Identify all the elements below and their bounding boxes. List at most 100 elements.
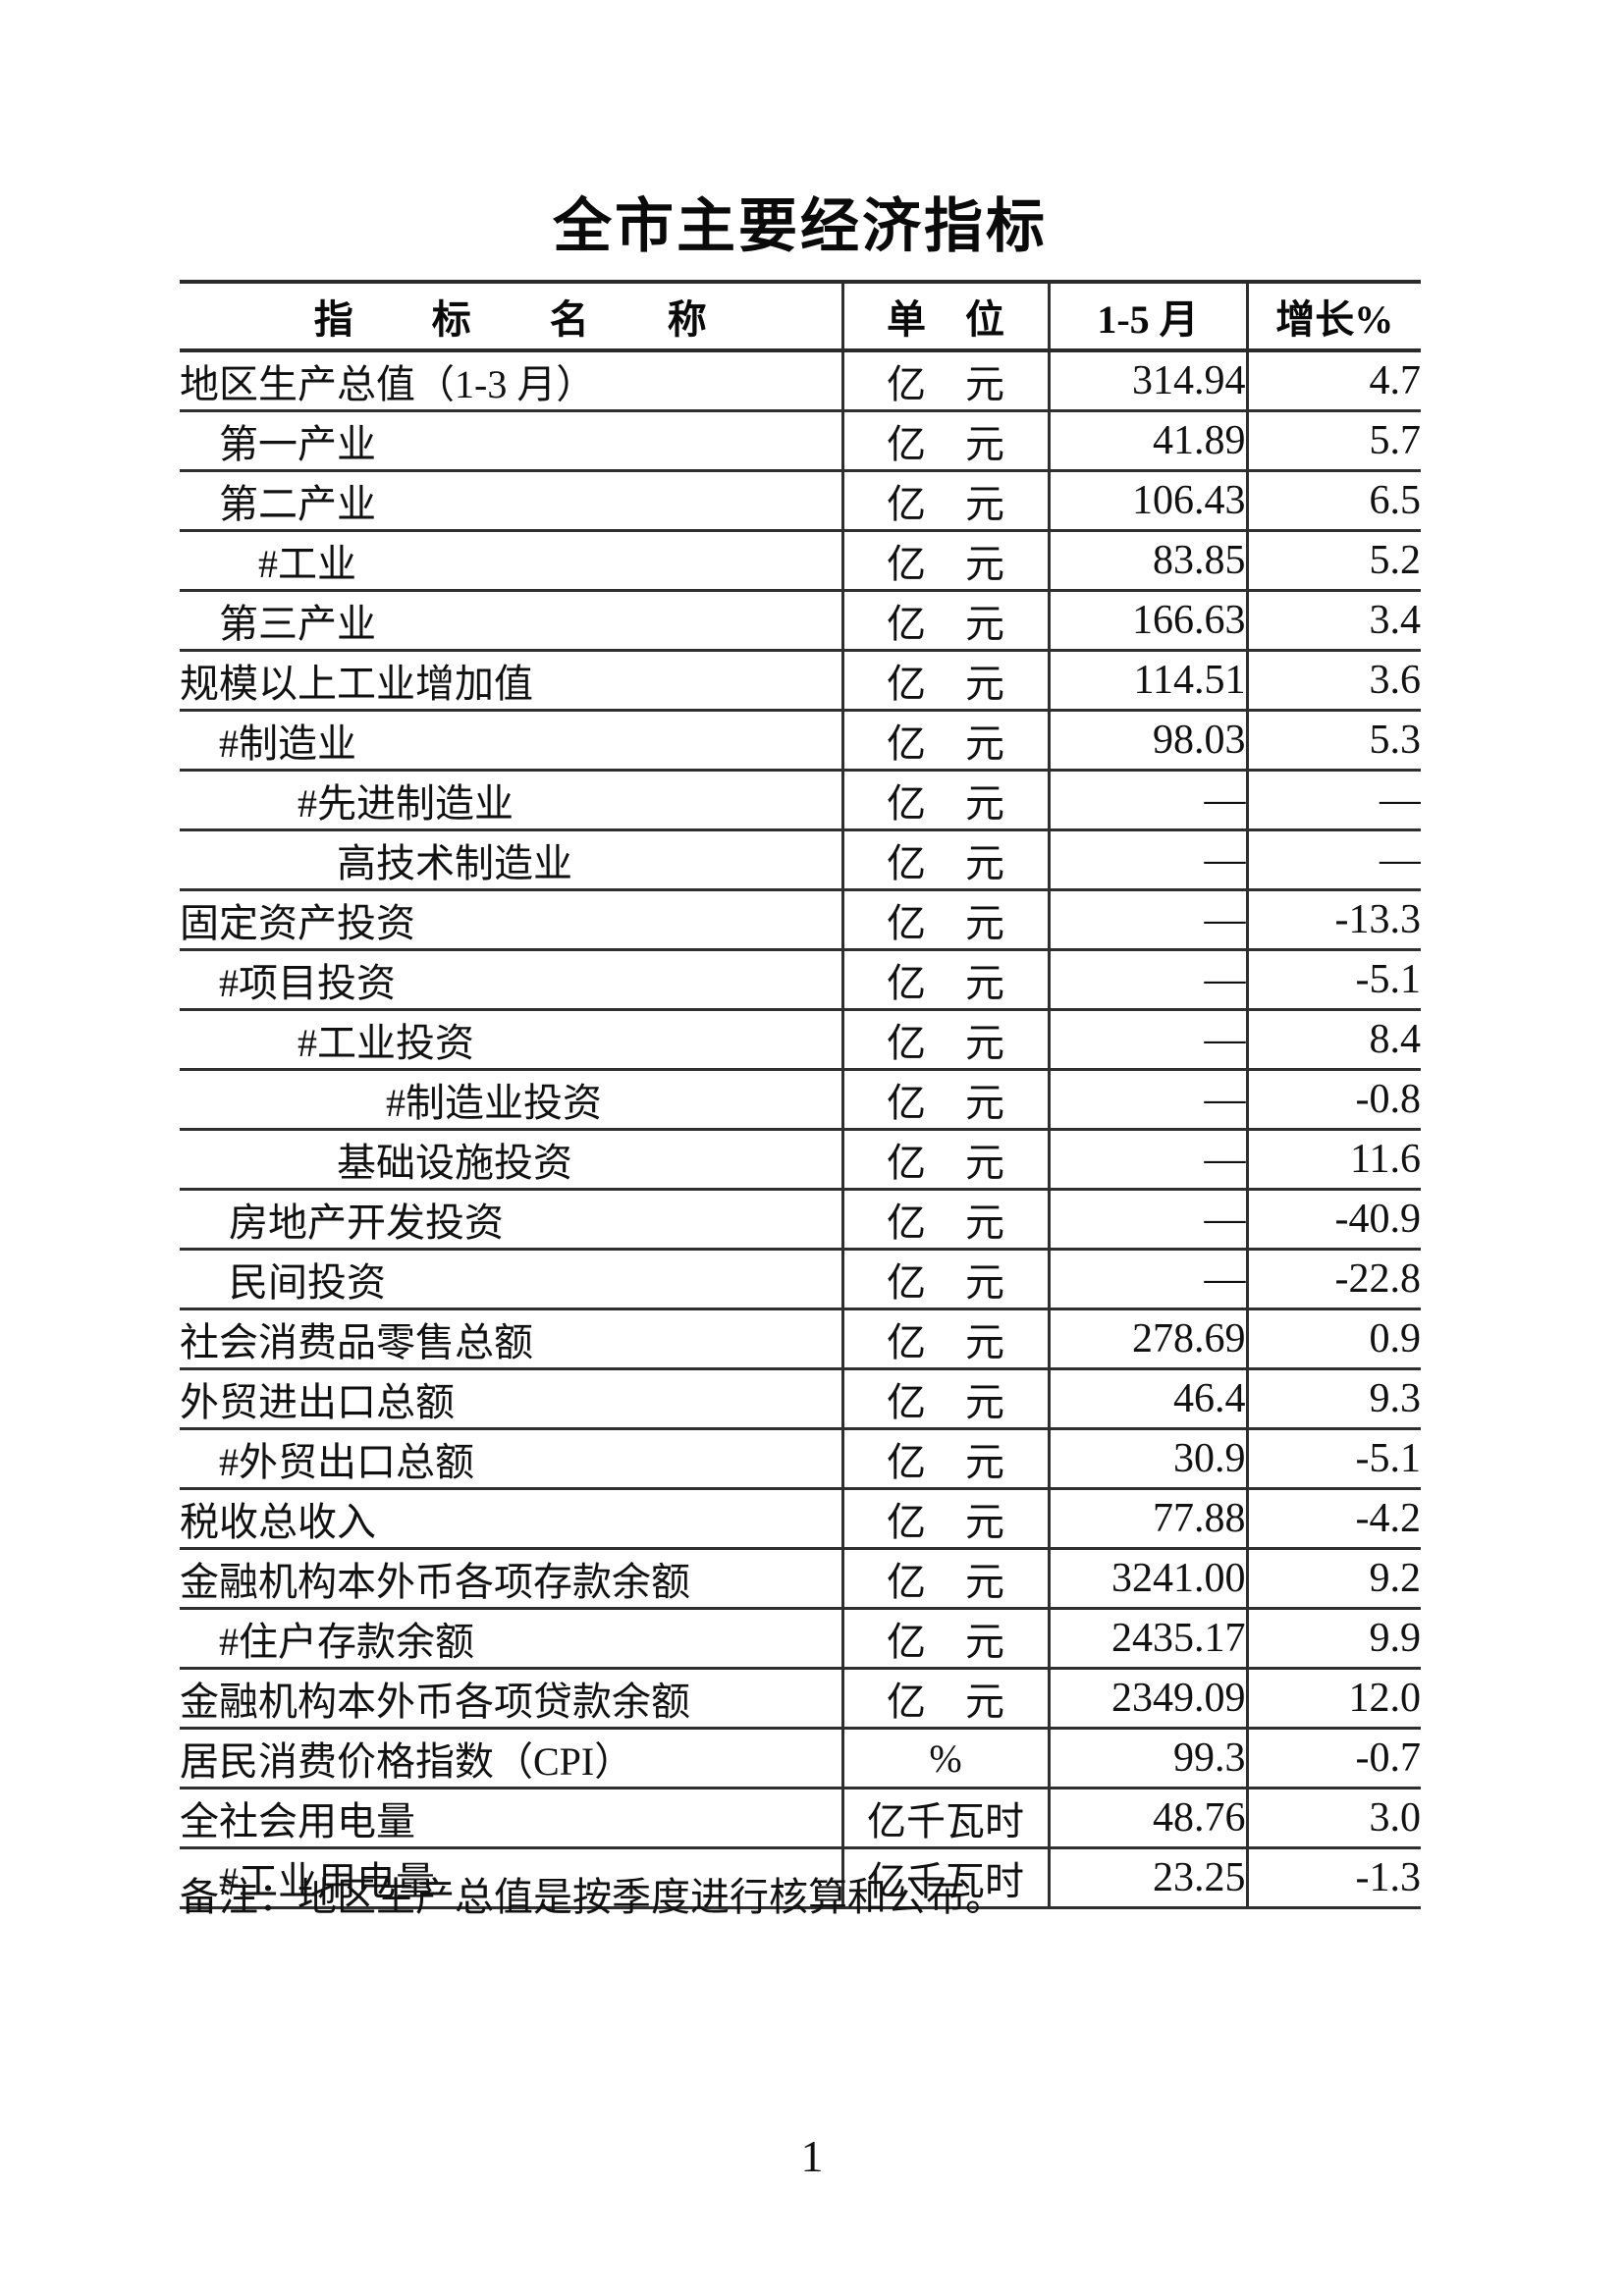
growth-value-cell: 5.3 — [1247, 710, 1421, 772]
indicator-name-cell: #制造业 — [180, 710, 844, 772]
unit-cell: 亿 元 — [842, 650, 1051, 712]
column-header-period: 1-5 月 — [1049, 282, 1249, 352]
period-value-cell: — — [1049, 1129, 1249, 1191]
indicator-name-cell: 基础设施投资 — [180, 1129, 844, 1191]
unit-cell: 亿 元 — [842, 1368, 1051, 1430]
table-body: 地区生产总值（1-3 月）亿 元 314.94 4.7 第一产业亿 元 41.89 5.… — [180, 350, 1421, 1909]
growth-value-cell: 4.7 — [1247, 350, 1421, 412]
unit-cell: 亿 元 — [842, 1488, 1051, 1550]
indicator-name-cell: 居民消费价格指数（CPI） — [180, 1728, 844, 1789]
table-row: #工业用电量 亿千瓦时 23.25 -1.3 — [180, 1847, 1421, 1909]
indicator-name-cell: 民间投资 — [180, 1249, 844, 1310]
growth-value-cell: 3.4 — [1247, 590, 1421, 652]
indicator-name-cell: 税收总收入 — [180, 1488, 844, 1550]
page-number: 1 — [800, 2131, 824, 2181]
growth-value-cell: 9.9 — [1247, 1608, 1421, 1670]
table-row: 固定资产投资亿 元 — -13.3 — [180, 889, 1421, 951]
table-row: #先进制造业亿 元 — — — [180, 770, 1421, 831]
growth-value-cell: 6.5 — [1247, 470, 1421, 532]
indicator-name-cell: #工业 — [180, 530, 844, 592]
indicator-name-cell: 房地产开发投资 — [180, 1189, 844, 1251]
period-value-cell: 3241.00 — [1049, 1548, 1249, 1610]
indicator-name-cell: 全社会用电量 — [180, 1788, 844, 1849]
unit-cell: 亿 元 — [842, 1548, 1051, 1610]
indicator-name-cell: 第一产业 — [180, 410, 844, 472]
growth-value-cell: -22.8 — [1247, 1249, 1421, 1310]
table-row: 金融机构本外币各项存款余额亿 元 3241.00 9.2 — [180, 1548, 1421, 1610]
growth-value-cell: 3.6 — [1247, 650, 1421, 712]
unit-cell: 亿 元 — [842, 889, 1051, 951]
growth-value-cell: — — [1247, 829, 1421, 891]
table-row: 第二产业亿 元 106.43 6.5 — [180, 470, 1421, 532]
table-row: 金融机构本外币各项贷款余额亿 元 2349.09 12.0 — [180, 1668, 1421, 1730]
unit-cell: 亿 元 — [842, 1129, 1051, 1191]
period-value-cell: 83.85 — [1049, 530, 1249, 592]
unit-cell: 亿 元 — [842, 1308, 1051, 1370]
indicator-name-cell: 固定资产投资 — [180, 889, 844, 951]
period-value-cell: 106.43 — [1049, 470, 1249, 532]
growth-value-cell: 12.0 — [1247, 1668, 1421, 1730]
table-row: 税收总收入亿 元 77.88 -4.2 — [180, 1488, 1421, 1550]
unit-cell: 亿 元 — [842, 530, 1051, 592]
table-row: 高技术制造业亿 元 — — — [180, 829, 1421, 891]
unit-cell: 亿 元 — [842, 1009, 1051, 1071]
table-row: #住户存款余额亿 元 2435.17 9.9 — [180, 1608, 1421, 1670]
table-row: 房地产开发投资亿 元 — -40.9 — [180, 1189, 1421, 1251]
period-value-cell: 46.4 — [1049, 1368, 1249, 1430]
unit-cell: % — [842, 1728, 1051, 1789]
indicator-name-cell: #制造业投资 — [180, 1069, 844, 1131]
growth-value-cell: -13.3 — [1247, 889, 1421, 951]
table-row: #制造业亿 元 98.03 5.3 — [180, 710, 1421, 772]
unit-cell: 亿 元 — [842, 710, 1051, 772]
growth-value-cell: -5.1 — [1247, 949, 1421, 1011]
growth-value-cell: 5.7 — [1247, 410, 1421, 472]
table-row: 第三产业亿 元 166.63 3.4 — [180, 590, 1421, 652]
table-row: #制造业投资亿 元 — -0.8 — [180, 1069, 1421, 1131]
indicator-name-cell: 规模以上工业增加值 — [180, 650, 844, 712]
growth-value-cell: -5.1 — [1247, 1428, 1421, 1490]
growth-value-cell: 0.9 — [1247, 1308, 1421, 1370]
unit-cell: 亿千瓦时 — [842, 1847, 1051, 1909]
indicator-name-cell: 第二产业 — [180, 470, 844, 532]
table-row: 地区生产总值（1-3 月）亿 元 314.94 4.7 — [180, 350, 1421, 412]
period-value-cell: 2435.17 — [1049, 1608, 1249, 1670]
table-row: 全社会用电量 亿千瓦时 48.76 3.0 — [180, 1788, 1421, 1849]
growth-value-cell: -1.3 — [1247, 1847, 1421, 1909]
unit-cell: 亿 元 — [842, 770, 1051, 831]
table-row: 规模以上工业增加值亿 元 114.51 3.6 — [180, 650, 1421, 712]
period-value-cell: 30.9 — [1049, 1428, 1249, 1490]
indicator-name-cell: #项目投资 — [180, 949, 844, 1011]
indicator-name-cell: 社会消费品零售总额 — [180, 1308, 844, 1370]
unit-cell: 亿 元 — [842, 949, 1051, 1011]
unit-cell: 亿 元 — [842, 590, 1051, 652]
indicator-name-cell: #外贸出口总额 — [180, 1428, 844, 1490]
economic-indicators-table: 指 标 名 称 单 位 1-5 月 增长% 地区生产总值（1-3 月）亿 元 31… — [180, 280, 1421, 1909]
growth-value-cell: 9.3 — [1247, 1368, 1421, 1430]
unit-cell: 亿 元 — [842, 1189, 1051, 1251]
growth-value-cell: -0.8 — [1247, 1069, 1421, 1131]
period-value-cell: 114.51 — [1049, 650, 1249, 712]
growth-value-cell: — — [1247, 770, 1421, 831]
period-value-cell: 48.76 — [1049, 1788, 1249, 1849]
growth-value-cell: 5.2 — [1247, 530, 1421, 592]
growth-value-cell: -4.2 — [1247, 1488, 1421, 1550]
period-value-cell: — — [1049, 1189, 1249, 1251]
period-value-cell: 23.25 — [1049, 1847, 1249, 1909]
table-row: 第一产业亿 元 41.89 5.7 — [180, 410, 1421, 472]
indicator-name-cell: #工业投资 — [180, 1009, 844, 1071]
unit-cell: 亿千瓦时 — [842, 1788, 1051, 1849]
indicator-name-cell: 第三产业 — [180, 590, 844, 652]
period-value-cell: 99.3 — [1049, 1728, 1249, 1789]
table-row: #工业投资亿 元 —8.4 — [180, 1009, 1421, 1071]
growth-value-cell: 3.0 — [1247, 1788, 1421, 1849]
footnote: 备注：地区生产总值是按季度进行核算和公布。 — [180, 1875, 1004, 1919]
indicator-name-cell: 金融机构本外币各项存款余额 — [180, 1548, 844, 1610]
table-row: 外贸进出口总额亿 元 46.4 9.3 — [180, 1368, 1421, 1430]
indicator-name-cell: 外贸进出口总额 — [180, 1368, 844, 1430]
unit-cell: 亿 元 — [842, 1428, 1051, 1490]
table-row: 基础设施投资亿 元 —11.6 — [180, 1129, 1421, 1191]
period-value-cell: — — [1049, 770, 1249, 831]
indicator-name-cell: #住户存款余额 — [180, 1608, 844, 1670]
period-value-cell: — — [1049, 829, 1249, 891]
period-value-cell: — — [1049, 1069, 1249, 1131]
